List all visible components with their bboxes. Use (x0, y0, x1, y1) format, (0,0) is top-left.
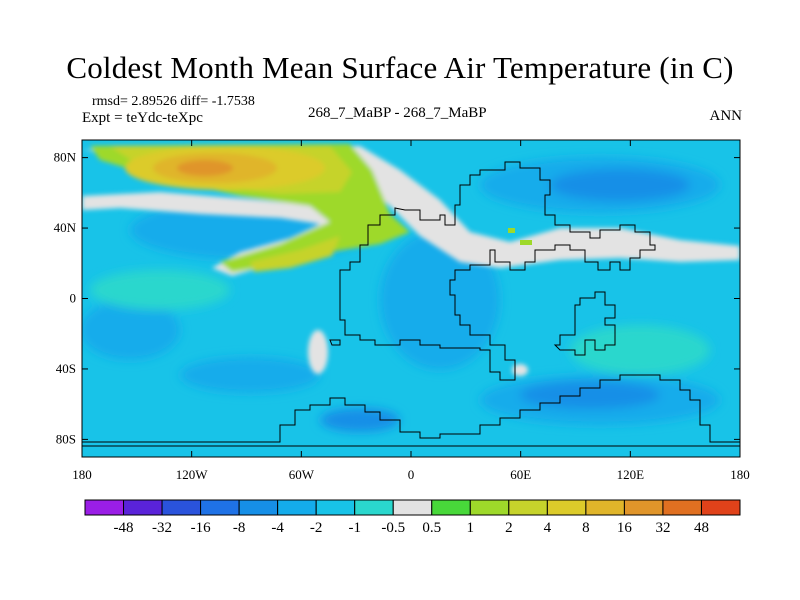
neutral-spot-east (512, 364, 528, 376)
colorbar-swatch (161, 499, 202, 516)
colorbar-swatch (238, 499, 279, 516)
colorbar-label: 8 (582, 520, 590, 536)
colorbar-swatch (277, 499, 317, 516)
colorbar-swatch (546, 499, 587, 516)
page-title: Coldest Month Mean Surface Air Temperatu… (66, 50, 734, 85)
colorbar-label: 16 (617, 520, 633, 536)
colorbar-swatch (123, 499, 163, 516)
experiment-label: Expt = teYdc-teXpc (82, 110, 203, 126)
lat-tick-label: 80N (54, 150, 77, 165)
lon-tick-label: 0 (408, 467, 415, 482)
colorbar-swatch (392, 499, 433, 516)
australia-outline (553, 291, 616, 356)
lon-tick-label: 60E (510, 467, 531, 482)
lat-tick-label: 40S (56, 361, 76, 376)
colorbar: -48 -32 -16 -8 -4 -2 -1 -0.5 0.5 1 2 4 8 16 32 48 (84, 499, 741, 536)
lat-tick-label: 0 (70, 291, 77, 306)
green-spot-2 (520, 240, 532, 245)
warm-lobe-peak (177, 160, 233, 176)
colorbar-swatch (200, 499, 240, 516)
green-spot-1 (508, 228, 515, 233)
colorbar-label: 0.5 (422, 520, 441, 536)
lon-tick-label: 180 (730, 467, 750, 482)
lon-tick-label: 60W (289, 467, 315, 482)
small-island (329, 339, 341, 346)
mid-south-cooling (180, 357, 320, 393)
near-zero-equatorial (90, 270, 230, 310)
colorbar-label: -32 (152, 520, 172, 536)
colorbar-swatch (84, 499, 125, 516)
stats-text: rmsd= 2.89526 diff= -1.7538 (92, 94, 255, 109)
colorbar-label: -16 (191, 520, 211, 536)
near-zero-east (570, 325, 710, 375)
warm-lobe-pacific (250, 236, 340, 272)
colorbar-label: 48 (694, 520, 709, 536)
deep-cooling-north (550, 169, 690, 201)
colorbar-label: -4 (271, 520, 284, 536)
axis-ticks: 80N 40N 0 40S 80S 180 120W 60W 0 60E 120E 180 (54, 140, 750, 482)
colorbar-swatch (700, 499, 741, 516)
southern-continent-outline (82, 374, 740, 443)
colorbar-swatch (623, 499, 664, 516)
colorbar-swatch (508, 499, 548, 516)
colorbar-label: 1 (467, 520, 475, 536)
colorbar-label: -48 (114, 520, 134, 536)
map-field (82, 140, 740, 457)
coastlines (82, 161, 740, 447)
colorbar-label: 2 (505, 520, 513, 536)
season-label: ANN (709, 108, 743, 124)
south-pacific-cooling (82, 300, 180, 360)
colorbar-label: -8 (233, 520, 246, 536)
colorbar-label: -0.5 (381, 520, 405, 536)
center-label: 268_7_MaBP - 268_7_MaBP (308, 105, 487, 121)
colorbar-label: -1 (348, 520, 361, 536)
neutral-band-north (82, 146, 740, 268)
colorbar-label: 4 (544, 520, 552, 536)
colorbar-swatch (315, 499, 356, 516)
neutral-spot-south (308, 330, 328, 374)
lat-tick-label: 40N (54, 220, 77, 235)
lon-tick-label: 120E (617, 467, 645, 482)
colorbar-swatch (585, 499, 625, 516)
colorbar-swatch (354, 499, 394, 516)
lon-tick-label: 180 (72, 467, 92, 482)
colorbar-swatch (431, 499, 471, 516)
colorbar-swatch (469, 499, 510, 516)
pangaea-outline (339, 161, 656, 381)
deep-cooling-south (520, 381, 660, 409)
colorbar-label: -2 (310, 520, 323, 536)
lon-tick-label: 120W (176, 467, 209, 482)
colorbar-swatch (662, 499, 702, 516)
colorbar-label: 32 (655, 520, 670, 536)
lat-tick-label: 80S (56, 431, 76, 446)
